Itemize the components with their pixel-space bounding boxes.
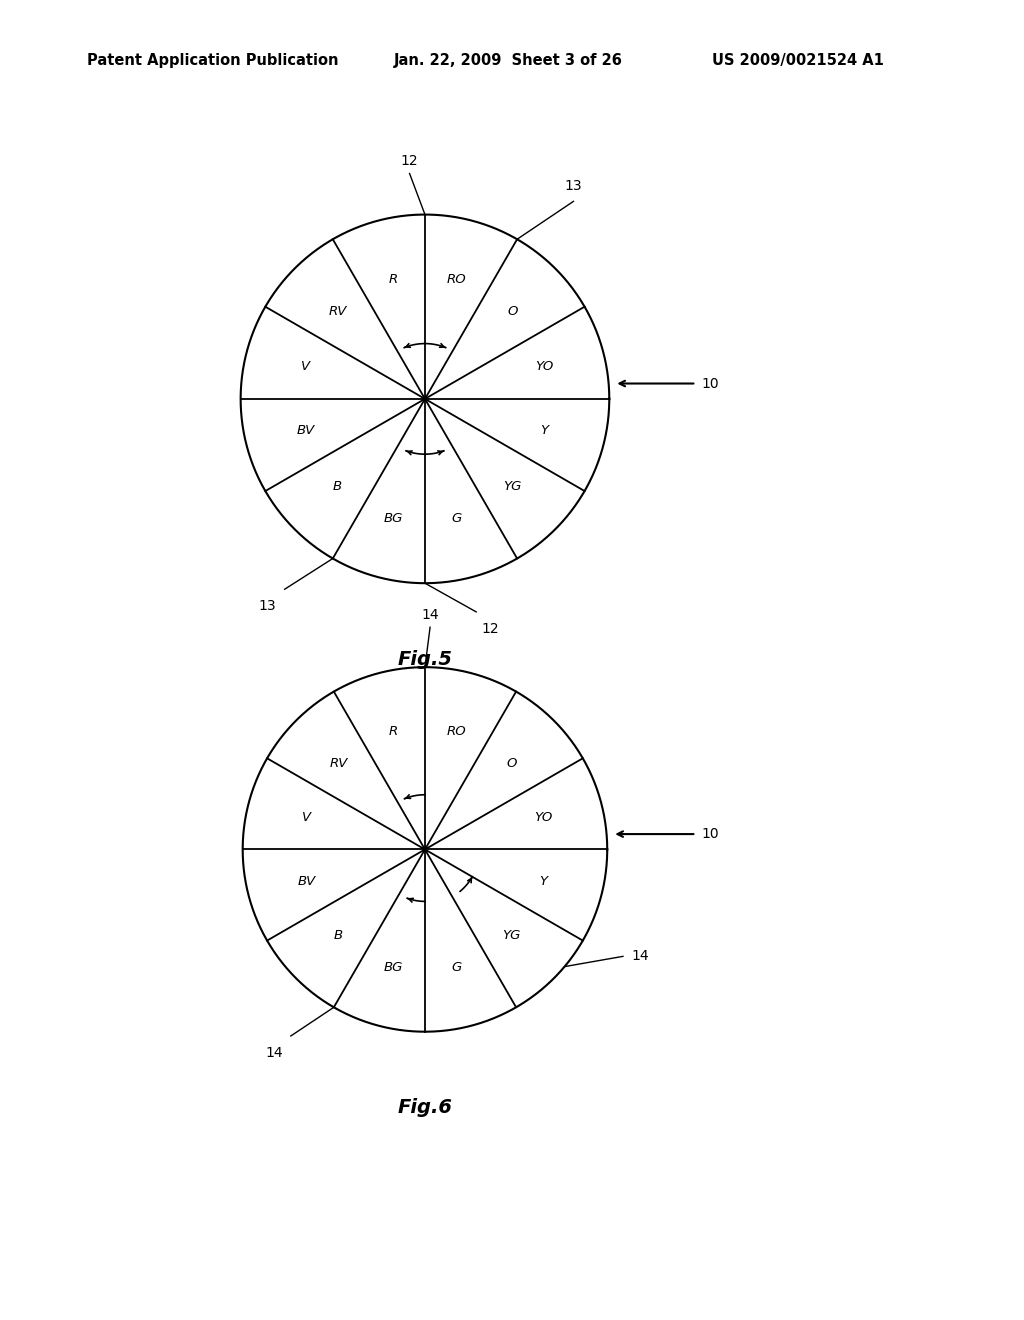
Text: Y: Y <box>539 875 547 887</box>
Text: Fig.5: Fig.5 <box>397 649 453 669</box>
Text: R: R <box>388 273 397 286</box>
Text: BG: BG <box>383 512 402 524</box>
Text: RV: RV <box>329 305 347 318</box>
Text: 12: 12 <box>400 154 419 169</box>
Text: BG: BG <box>384 961 403 974</box>
Text: Y: Y <box>541 424 548 437</box>
Text: US 2009/0021524 A1: US 2009/0021524 A1 <box>712 53 884 67</box>
Text: Jan. 22, 2009  Sheet 3 of 26: Jan. 22, 2009 Sheet 3 of 26 <box>394 53 624 67</box>
Text: RO: RO <box>446 725 466 738</box>
Text: RV: RV <box>330 756 348 770</box>
Text: V: V <box>301 360 310 374</box>
Text: 10: 10 <box>701 376 719 391</box>
Text: 10: 10 <box>701 828 719 841</box>
Text: R: R <box>389 725 398 738</box>
Text: Patent Application Publication: Patent Application Publication <box>87 53 339 67</box>
Text: YG: YG <box>502 929 520 942</box>
Text: 13: 13 <box>564 180 583 193</box>
Text: YO: YO <box>534 812 552 824</box>
Text: BV: BV <box>298 875 316 887</box>
Text: V: V <box>302 812 311 824</box>
Text: 12: 12 <box>481 622 499 636</box>
Text: Fig.6: Fig.6 <box>397 1098 453 1117</box>
Text: B: B <box>333 479 342 492</box>
Text: 14: 14 <box>631 949 649 964</box>
Text: 13: 13 <box>259 599 276 614</box>
Text: G: G <box>452 961 462 974</box>
Text: O: O <box>506 756 516 770</box>
Text: RO: RO <box>447 273 467 286</box>
Text: O: O <box>507 305 517 318</box>
Text: B: B <box>334 929 343 942</box>
Text: BV: BV <box>297 424 314 437</box>
Text: YG: YG <box>503 479 521 492</box>
Text: YO: YO <box>536 360 553 374</box>
Text: 14: 14 <box>265 1047 283 1060</box>
Text: 14: 14 <box>421 609 439 622</box>
Text: G: G <box>452 512 462 524</box>
